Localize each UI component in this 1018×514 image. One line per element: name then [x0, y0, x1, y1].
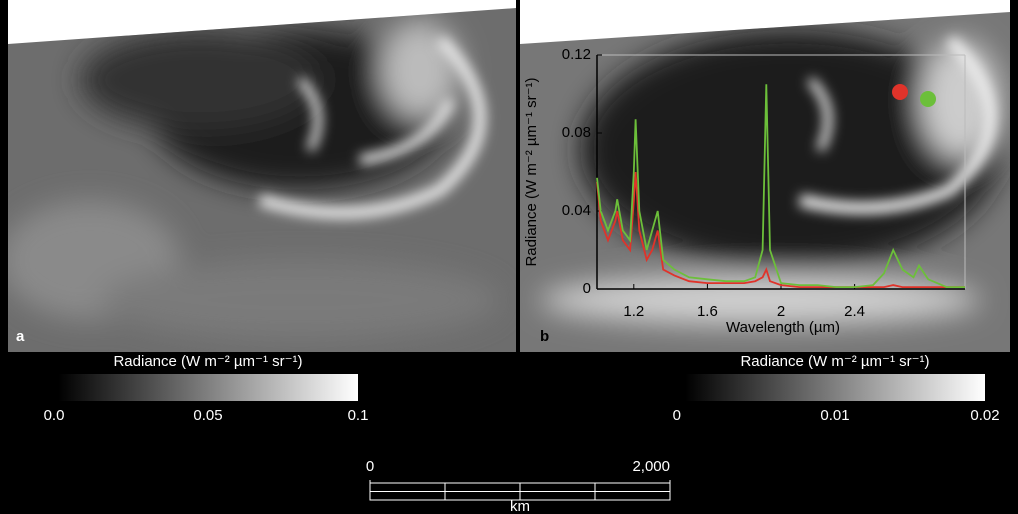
spectrum-line: [596, 84, 965, 288]
scale-bar-segment: [444, 482, 521, 492]
scale-bar-label: 2,000: [632, 458, 670, 475]
colorbar-tick-label: 0.05: [193, 407, 222, 424]
colorbar-label: Radiance (W m⁻² µm⁻¹ sr⁻¹): [740, 353, 929, 370]
scale-bar-segment: [519, 482, 596, 492]
panel-label: a: [16, 328, 25, 345]
panel-label: b: [540, 328, 549, 345]
scale-bar-unit: km: [510, 498, 530, 514]
image-a: [8, 8, 516, 352]
scale-bar-segment: [369, 482, 446, 492]
x-tick-label: 2: [777, 303, 785, 320]
x-tick-label: 2.4: [844, 303, 865, 320]
colorbar-tick-label: 0: [673, 407, 681, 424]
x-axis-label: Wavelength (µm): [726, 319, 840, 336]
colorbar-tick-label: 0.1: [348, 407, 369, 424]
scale-bar-segment: [594, 482, 671, 492]
colorbar-label: Radiance (W m⁻² µm⁻¹ sr⁻¹): [113, 353, 302, 370]
y-tick-label: 0.12: [562, 46, 591, 63]
spectrum-line: [596, 171, 965, 288]
colorbar: [58, 374, 358, 401]
y-axis-label: Radiance (W m⁻² µm⁻¹ sr⁻¹): [523, 77, 540, 266]
y-tick-label: 0.04: [562, 202, 591, 219]
x-tick-label: 1.6: [697, 303, 718, 320]
scale-bar-segment: [594, 491, 671, 501]
colorbar: [685, 374, 985, 401]
scale-bar-segment: [519, 491, 596, 501]
x-tick-label: 1.2: [623, 303, 644, 320]
scale-bar-segment: [369, 491, 446, 501]
location-marker: [892, 84, 908, 100]
scale-bar-segment: [444, 491, 521, 501]
colorbar-tick-label: 0.02: [970, 407, 999, 424]
colorbar-tick-label: 0.0: [44, 407, 65, 424]
location-marker: [920, 91, 936, 107]
scale-bar-label: 0: [366, 458, 374, 475]
colorbar-tick-label: 0.01: [820, 407, 849, 424]
y-tick-label: 0.08: [562, 124, 591, 141]
y-tick-label: 0: [583, 280, 591, 297]
